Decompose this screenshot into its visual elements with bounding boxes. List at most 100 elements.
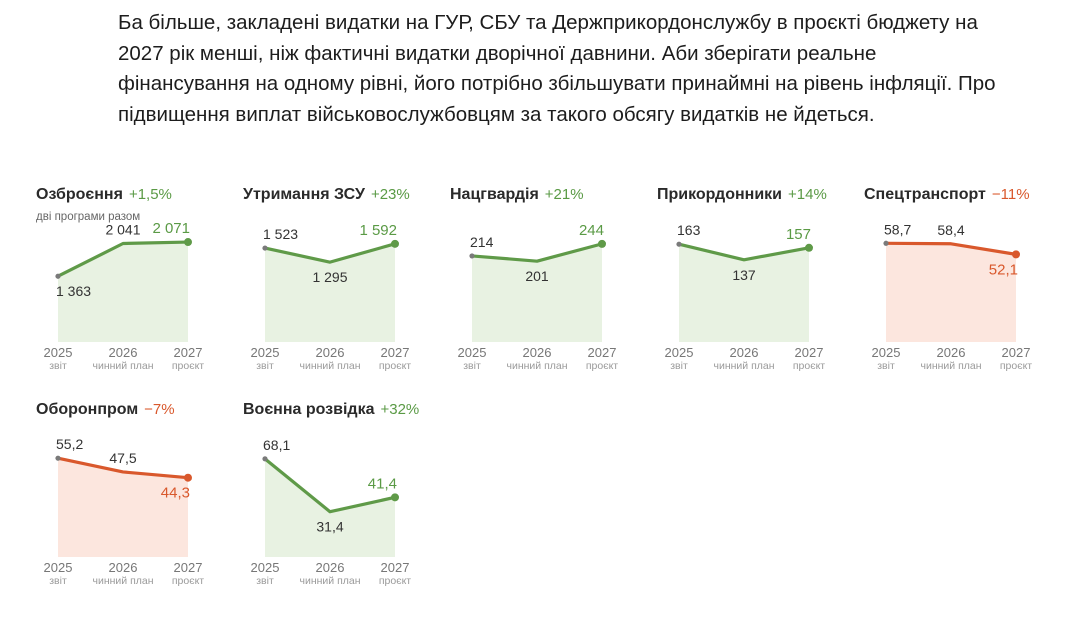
chart-panel: Прикордонники +14% 163 137 157 2025 звіт 2026 чи… (657, 186, 857, 396)
change-percent: −11% (991, 186, 1030, 203)
value-label: 44,3 (161, 485, 190, 502)
area-fill (265, 458, 395, 557)
start-point (883, 240, 889, 246)
chart-title: Спецтранспорт −11% (864, 186, 1030, 204)
value-label: 2 041 (105, 221, 140, 237)
chart-panel: Нацгвардія +21% 214 201 244 2025 звіт 2026 чинни… (450, 186, 650, 396)
chart-panel: Оборонпром −7% 55,2 47,5 44,3 2025 звіт 2026 чин… (36, 401, 236, 611)
area-fill (886, 243, 1016, 342)
end-point (598, 239, 606, 248)
area-fill (58, 458, 188, 557)
x-tick-sub: проєкт (1000, 360, 1032, 372)
x-tick-year: 2027 (174, 560, 203, 575)
chart-title-text: Нацгвардія (450, 186, 539, 203)
value-label: 214 (470, 234, 494, 250)
x-tick-sub: чинний план (920, 360, 981, 372)
value-label: 244 (579, 222, 604, 239)
x-tick-year: 2025 (251, 560, 280, 575)
end-point (184, 238, 192, 247)
value-label: 47,5 (109, 450, 136, 466)
series-line (677, 242, 811, 262)
area-fill (679, 244, 809, 342)
x-tick-year: 2026 (109, 345, 138, 360)
chart-title: Оборонпром −7% (36, 401, 175, 419)
chart-title: Воєнна розвідка +32% (243, 401, 419, 419)
x-tick-year: 2026 (937, 345, 966, 360)
value-label: 1 523 (263, 226, 298, 242)
chart-title-text: Воєнна розвідка (243, 401, 375, 418)
value-label: 157 (786, 226, 811, 243)
area-fill (58, 242, 188, 342)
chart-panel: Озброєння +1,5% дві програми разом 1 363 2 0… (36, 186, 236, 396)
x-tick-year: 2027 (588, 345, 617, 360)
x-tick-sub: звіт (49, 575, 67, 587)
area-fill (472, 243, 602, 342)
value-label: 137 (732, 267, 756, 283)
x-tick-year: 2027 (1002, 345, 1031, 360)
chart-title-text: Оборонпром (36, 401, 139, 418)
value-label: 55,2 (56, 436, 83, 452)
x-tick-sub: звіт (49, 360, 67, 372)
chart-title-text: Утримання ЗСУ (243, 186, 365, 203)
x-tick-sub: звіт (877, 360, 895, 372)
series-line (884, 241, 1018, 256)
change-percent: +23% (370, 186, 410, 203)
x-tick-sub: чинний план (713, 360, 774, 372)
x-tick-sub: проєкт (379, 575, 411, 587)
series-line (470, 242, 604, 263)
change-percent: +1,5% (128, 186, 172, 203)
value-label: 31,4 (316, 519, 343, 535)
x-tick-sub: чинний план (299, 575, 360, 587)
value-label: 1 295 (312, 269, 347, 285)
change-percent: +32% (380, 401, 420, 418)
value-label: 41,4 (368, 475, 397, 492)
value-label: 58,4 (937, 222, 964, 238)
x-tick-year: 2027 (174, 345, 203, 360)
x-tick-year: 2026 (316, 560, 345, 575)
change-percent: +14% (788, 186, 827, 203)
end-point (391, 239, 399, 248)
x-tick-sub: звіт (256, 575, 274, 587)
value-label: 163 (677, 222, 701, 238)
change-percent: −7% (144, 401, 175, 418)
x-tick-sub: проєкт (172, 575, 204, 587)
chart-title-text: Спецтранспорт (864, 186, 986, 203)
value-label: 68,1 (263, 437, 290, 453)
end-point (391, 493, 399, 502)
x-tick-year: 2027 (381, 560, 410, 575)
x-tick-sub: проєкт (586, 360, 618, 372)
value-label: 2 071 (152, 220, 190, 237)
chart-panel: Воєнна розвідка +32% 68,1 31,4 41,4 2025 звіт 2… (243, 401, 443, 611)
start-point (676, 241, 682, 247)
value-label: 58,7 (884, 221, 911, 237)
x-tick-year: 2025 (872, 345, 901, 360)
x-tick-year: 2026 (109, 560, 138, 575)
x-tick-sub: чинний план (92, 360, 153, 372)
start-point (55, 455, 61, 461)
intro-paragraph: Ба більше, закладені видатки на ГУР, СБУ… (118, 11, 996, 126)
x-tick-sub: чинний план (92, 575, 153, 587)
value-label: 1 363 (56, 283, 91, 299)
end-point (805, 243, 813, 252)
change-percent: +21% (544, 186, 584, 203)
chart-panel: Утримання ЗСУ +23% 1 523 1 295 1 592 2025 звіт… (243, 186, 443, 396)
series-line (56, 240, 190, 278)
chart-title-text: Озброєння (36, 186, 123, 203)
x-tick-year: 2027 (795, 345, 824, 360)
value-label: 1 592 (359, 222, 397, 239)
x-tick-sub: чинний план (506, 360, 567, 372)
start-point (262, 245, 268, 251)
start-point (469, 253, 475, 259)
x-tick-year: 2026 (316, 345, 345, 360)
series-line (56, 456, 190, 480)
x-tick-sub: чинний план (299, 360, 360, 372)
chart-title: Нацгвардія +21% (450, 186, 584, 204)
chart-title: Прикордонники +14% (657, 186, 827, 204)
x-tick-year: 2026 (730, 345, 759, 360)
x-tick-sub: проєкт (379, 360, 411, 372)
